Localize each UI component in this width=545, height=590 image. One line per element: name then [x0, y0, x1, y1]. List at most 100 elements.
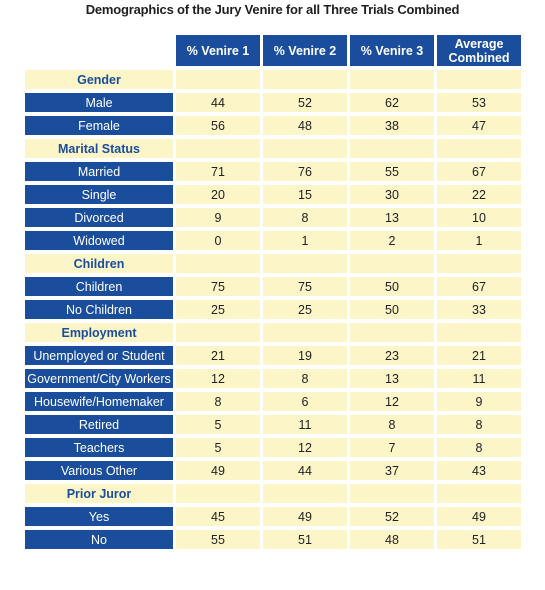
value-cell: 12 [263, 438, 347, 457]
value-cell: 53 [437, 93, 521, 112]
table-row: Teachers 5 12 7 8 [25, 438, 521, 457]
value-cell: 33 [437, 300, 521, 319]
value-cell: 75 [176, 277, 260, 296]
value-cell: 1 [437, 231, 521, 250]
value-cell: 56 [176, 116, 260, 135]
section-empty-cell [437, 70, 521, 89]
value-cell: 51 [437, 530, 521, 549]
value-cell: 13 [350, 208, 434, 227]
value-cell: 12 [176, 369, 260, 388]
section-empty-cell [263, 323, 347, 342]
value-cell: 5 [176, 438, 260, 457]
value-cell: 21 [176, 346, 260, 365]
value-cell: 13 [350, 369, 434, 388]
value-cell: 20 [176, 185, 260, 204]
value-cell: 25 [263, 300, 347, 319]
value-cell: 9 [437, 392, 521, 411]
table-row: No 55 51 48 51 [25, 530, 521, 549]
section-header-row: Employment [25, 323, 521, 342]
section-empty-cell [176, 323, 260, 342]
value-cell: 44 [176, 93, 260, 112]
table-row: Housewife/Homemaker 8 6 12 9 [25, 392, 521, 411]
section-empty-cell [176, 254, 260, 273]
value-cell: 8 [176, 392, 260, 411]
value-cell: 38 [350, 116, 434, 135]
value-cell: 71 [176, 162, 260, 181]
value-cell: 19 [263, 346, 347, 365]
section-empty-cell [176, 484, 260, 503]
value-cell: 49 [263, 507, 347, 526]
value-cell: 12 [350, 392, 434, 411]
section-empty-cell [350, 484, 434, 503]
section-empty-cell [350, 70, 434, 89]
value-cell: 43 [437, 461, 521, 480]
value-cell: 8 [350, 415, 434, 434]
value-cell: 55 [350, 162, 434, 181]
section-header-row: Children [25, 254, 521, 273]
value-cell: 10 [437, 208, 521, 227]
table-row: Children 75 75 50 67 [25, 277, 521, 296]
value-cell: 52 [350, 507, 434, 526]
table-row: Various Other 49 44 37 43 [25, 461, 521, 480]
row-label: Divorced [25, 208, 173, 227]
row-label: Married [25, 162, 173, 181]
value-cell: 9 [176, 208, 260, 227]
section-empty-cell [437, 484, 521, 503]
row-label: Teachers [25, 438, 173, 457]
row-label: Unemployed or Student [25, 346, 173, 365]
value-cell: 37 [350, 461, 434, 480]
table-body: Gender Male 44 52 62 53 Female 56 48 38 47 Marital … [25, 70, 521, 549]
section-empty-cell [263, 254, 347, 273]
demographics-table: % Venire 1 % Venire 2 % Venire 3 Average… [22, 31, 524, 553]
section-empty-cell [350, 139, 434, 158]
section-empty-cell [263, 139, 347, 158]
table-row: Government/City Workers 12 8 13 11 [25, 369, 521, 388]
section-empty-cell [263, 70, 347, 89]
column-header-venire-3: % Venire 3 [350, 35, 434, 66]
row-label: Male [25, 93, 173, 112]
value-cell: 8 [263, 208, 347, 227]
value-cell: 1 [263, 231, 347, 250]
value-cell: 8 [437, 438, 521, 457]
row-label: Children [25, 277, 173, 296]
value-cell: 51 [263, 530, 347, 549]
value-cell: 21 [437, 346, 521, 365]
section-name: Employment [25, 323, 173, 342]
table-row: Divorced 9 8 13 10 [25, 208, 521, 227]
value-cell: 76 [263, 162, 347, 181]
value-cell: 0 [176, 231, 260, 250]
value-cell: 8 [437, 415, 521, 434]
value-cell: 47 [437, 116, 521, 135]
value-cell: 48 [263, 116, 347, 135]
column-header-venire-1: % Venire 1 [176, 35, 260, 66]
row-label: Yes [25, 507, 173, 526]
value-cell: 5 [176, 415, 260, 434]
section-empty-cell [350, 254, 434, 273]
row-label: Retired [25, 415, 173, 434]
section-name: Gender [25, 70, 173, 89]
value-cell: 44 [263, 461, 347, 480]
value-cell: 45 [176, 507, 260, 526]
value-cell: 49 [437, 507, 521, 526]
table-row: Married 71 76 55 67 [25, 162, 521, 181]
value-cell: 67 [437, 162, 521, 181]
row-label: No [25, 530, 173, 549]
table-row: Single 20 15 30 22 [25, 185, 521, 204]
section-header-row: Marital Status [25, 139, 521, 158]
section-name: Children [25, 254, 173, 273]
value-cell: 75 [263, 277, 347, 296]
section-header-row: Gender [25, 70, 521, 89]
value-cell: 30 [350, 185, 434, 204]
table-row: Unemployed or Student 21 19 23 21 [25, 346, 521, 365]
value-cell: 48 [350, 530, 434, 549]
value-cell: 11 [437, 369, 521, 388]
row-label: Female [25, 116, 173, 135]
value-cell: 15 [263, 185, 347, 204]
row-label: Housewife/Homemaker [25, 392, 173, 411]
value-cell: 25 [176, 300, 260, 319]
value-cell: 7 [350, 438, 434, 457]
section-empty-cell [350, 323, 434, 342]
row-label: Government/City Workers [25, 369, 173, 388]
header-corner [25, 35, 173, 66]
